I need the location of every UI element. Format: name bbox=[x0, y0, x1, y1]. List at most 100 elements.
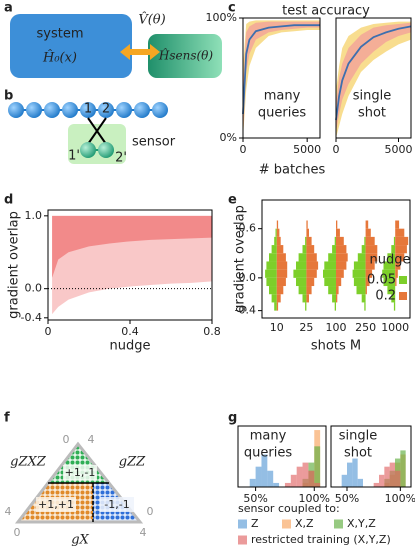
histogram-bar bbox=[334, 236, 336, 246]
phase-label: -1,-1 bbox=[104, 498, 129, 511]
histogram-bar bbox=[328, 253, 336, 262]
annotation: shot bbox=[358, 106, 386, 121]
histogram-bar bbox=[276, 228, 280, 237]
histogram-bar bbox=[365, 228, 371, 237]
panel-label: b bbox=[4, 89, 13, 104]
histogram-bar bbox=[395, 253, 405, 262]
histogram-bar bbox=[400, 450, 406, 487]
annotation: single bbox=[353, 89, 392, 104]
y-tick-label: -0.4 bbox=[235, 304, 256, 317]
histogram-bar bbox=[306, 245, 315, 254]
histogram-bar bbox=[306, 228, 309, 237]
histogram-bar bbox=[323, 269, 336, 278]
x-tick-label: 50% bbox=[243, 492, 267, 505]
histogram-bar bbox=[276, 277, 286, 287]
x-tick-label: 100% bbox=[385, 492, 415, 505]
node bbox=[134, 102, 150, 118]
corner-label: 0 bbox=[147, 505, 154, 518]
histogram-bar bbox=[302, 462, 309, 487]
histogram-bar bbox=[266, 261, 277, 270]
histogram-bar bbox=[357, 253, 366, 262]
band bbox=[52, 215, 212, 278]
histogram-bar bbox=[384, 466, 390, 487]
corner-label: 4 bbox=[88, 433, 95, 446]
chain bbox=[8, 102, 168, 118]
histogram-bar bbox=[296, 261, 307, 270]
histogram-bar bbox=[276, 220, 279, 229]
histogram-bar bbox=[314, 446, 321, 487]
corner-label: 0 bbox=[63, 433, 70, 446]
legend-swatch bbox=[238, 519, 247, 529]
histogram-bar bbox=[387, 253, 396, 262]
histogram-bar bbox=[274, 302, 277, 311]
histogram-bar bbox=[393, 302, 396, 311]
histogram-bar bbox=[306, 261, 319, 270]
diagram-f: +1,-1 +1,+1 -1,-1 gZXZ gZZ gX 0 4 4 0 0 … bbox=[5, 433, 154, 548]
histogram-bar bbox=[267, 470, 274, 487]
histogram-bar bbox=[395, 277, 397, 287]
label-box bbox=[63, 465, 97, 480]
histogram-bar bbox=[266, 277, 277, 287]
plot-frame bbox=[261, 199, 411, 319]
corner-label: 4 bbox=[5, 505, 12, 518]
histogram-bar bbox=[336, 269, 344, 278]
histogram-bar bbox=[306, 236, 312, 246]
histogram-bar bbox=[336, 236, 344, 246]
node bbox=[62, 102, 78, 118]
histogram-bar bbox=[269, 286, 277, 295]
band bbox=[243, 21, 320, 139]
sensor-node bbox=[98, 142, 114, 158]
axis-label: gZZ bbox=[119, 455, 146, 470]
histogram-bar bbox=[308, 470, 315, 487]
histogram-bar bbox=[290, 474, 297, 487]
histogram-bar bbox=[261, 454, 268, 487]
legend-swatch bbox=[399, 292, 407, 300]
plot-frame bbox=[237, 425, 327, 488]
annotation: many bbox=[264, 89, 301, 104]
panel-label: c bbox=[228, 1, 236, 16]
legend-swatch bbox=[238, 535, 247, 545]
legend-label: Z bbox=[251, 517, 259, 530]
x-tick-label: 5000 bbox=[293, 143, 321, 156]
y-tick-label: 0.0 bbox=[25, 282, 43, 295]
plot-frame bbox=[335, 17, 412, 139]
histogram-bar bbox=[356, 286, 366, 295]
node bbox=[44, 102, 60, 118]
x-tick-label: 50% bbox=[335, 492, 359, 505]
plot-frame bbox=[330, 425, 412, 488]
panel-label: e bbox=[228, 193, 237, 208]
x-tick-label: 5000 bbox=[385, 143, 413, 156]
histogram-bar bbox=[382, 269, 396, 278]
line bbox=[242, 24, 320, 115]
x-tick-label: 250 bbox=[355, 321, 376, 334]
histogram-bar bbox=[336, 245, 347, 254]
histogram-bar bbox=[352, 458, 358, 487]
histogram-bar bbox=[298, 253, 307, 262]
legend-swatch bbox=[282, 519, 291, 529]
histogram-bar bbox=[365, 236, 375, 246]
node-label: 1 bbox=[84, 102, 92, 117]
x-axis-label: nudge bbox=[110, 339, 151, 354]
sensor-label: sensor bbox=[132, 135, 176, 150]
node bbox=[98, 102, 114, 118]
panel-labels: a b c d e f g bbox=[4, 1, 237, 426]
histogram-bar bbox=[293, 269, 307, 278]
sensor-node-label: 2' bbox=[115, 151, 127, 166]
x-tick-label: 100 bbox=[326, 321, 347, 334]
histogram-bar bbox=[365, 220, 369, 229]
histogram-bar bbox=[336, 294, 338, 303]
histogram-bar bbox=[361, 294, 366, 303]
legend-label: X,Z bbox=[295, 517, 314, 530]
histogram-bar bbox=[305, 236, 307, 246]
histogram-bar bbox=[276, 286, 284, 295]
histogram-bar bbox=[357, 478, 363, 487]
histogram-bar bbox=[336, 277, 342, 287]
histogram-bar bbox=[395, 220, 400, 229]
histogram-bar bbox=[347, 462, 353, 487]
histogram-bar bbox=[395, 470, 401, 487]
x-tick-label: 1000 bbox=[381, 321, 409, 334]
histogram-bar bbox=[328, 286, 336, 295]
annotation: queries bbox=[258, 106, 306, 121]
coupling-line bbox=[87, 117, 107, 145]
